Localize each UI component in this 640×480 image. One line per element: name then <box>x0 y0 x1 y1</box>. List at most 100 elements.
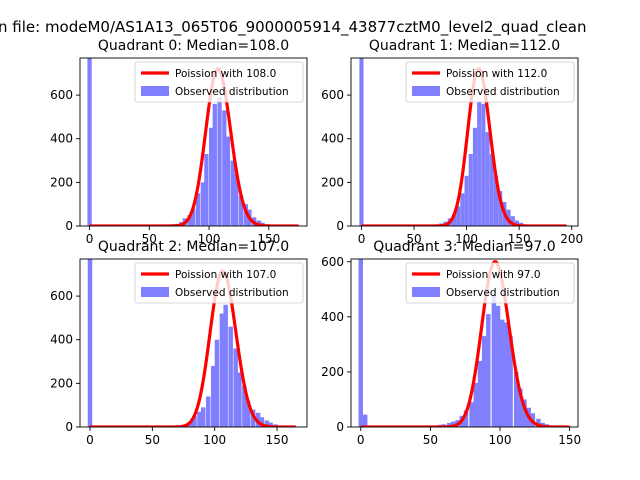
y-tick-label: 200 <box>321 175 344 189</box>
x-tick-label: 50 <box>423 433 438 447</box>
subplot-title: Quadrant 3: Median=97.0 <box>373 239 555 255</box>
histogram-bar <box>460 193 465 226</box>
subplot-title: Quadrant 0: Median=108.0 <box>98 38 289 54</box>
x-tick-label: 0 <box>357 433 365 447</box>
x-tick-label: 0 <box>86 232 94 246</box>
histogram-bar <box>498 191 503 226</box>
x-tick-label: 100 <box>455 232 478 246</box>
y-tick-label: 400 <box>321 132 344 146</box>
x-tick-label: 50 <box>145 433 160 447</box>
histogram-bar <box>477 360 483 427</box>
legend-label-observed: Observed distribution <box>175 86 289 98</box>
legend: Poission with 108.0 Observed distribution <box>134 61 304 103</box>
legend-box <box>405 262 575 304</box>
histogram-bar <box>242 385 247 427</box>
legend-label-observed: Observed distribution <box>446 86 560 98</box>
y-tick-label: 0 <box>336 219 344 233</box>
x-tick-label: 0 <box>86 433 94 447</box>
axes-frame <box>350 57 579 227</box>
legend-label-poisson: Poission with 97.0 <box>446 269 541 281</box>
legend-swatch-observed <box>412 287 440 297</box>
histogram-bar <box>472 127 478 226</box>
x-tick-label: 0 <box>358 232 366 246</box>
histogram-bar <box>228 326 233 427</box>
histogram-bar <box>209 127 214 226</box>
histogram-bar <box>200 407 206 427</box>
legend: Poission with 112.0 Observed distribution <box>405 61 575 103</box>
legend: Poission with 107.0 Observed distribution <box>134 262 304 304</box>
subplot-quadrant-2: 0 50 100 150 0 200 400 600 Quadrant 2: Median=10… <box>50 239 308 447</box>
subplot-title: Quadrant 1: Median=112.0 <box>369 38 560 54</box>
histogram-bar <box>191 208 196 226</box>
histogram-bar <box>222 110 227 226</box>
x-tick-label: 50 <box>142 232 157 246</box>
subplot-quadrant-0: 0 50 100 150 0 200 400 600 Quadrant 0: Median=10… <box>50 38 308 246</box>
histogram-bar <box>87 259 93 427</box>
legend-label-observed: Observed distribution <box>175 287 289 299</box>
histogram-bar <box>200 182 205 226</box>
y-tick-label: 400 <box>50 132 73 146</box>
histogram-bar <box>477 101 482 226</box>
histogram-bar <box>210 365 216 427</box>
x-tick-label: 150 <box>266 433 289 447</box>
histogram-bar <box>513 371 519 427</box>
x-tick-label: 150 <box>558 433 581 447</box>
y-tick-label: 200 <box>50 376 73 390</box>
y-tick-label: 200 <box>321 365 344 379</box>
subplot-title: Quadrant 2: Median=107.0 <box>98 239 289 255</box>
x-tick-label: 100 <box>198 232 221 246</box>
y-tick-label: 600 <box>50 289 73 303</box>
legend-swatch-observed <box>141 86 169 96</box>
x-tick-label: 100 <box>489 433 512 447</box>
histogram-bar <box>204 154 209 226</box>
histogram-bar <box>514 220 520 226</box>
histogram-bar <box>451 214 456 226</box>
y-tick-label: 0 <box>65 420 73 434</box>
subplot-quadrant-1: 0 50 100 150 200 0 200 400 600 Quadrant 1: Median… <box>321 38 583 246</box>
legend-box <box>405 61 575 103</box>
y-tick-label: 200 <box>50 175 73 189</box>
histogram-bar <box>359 58 364 226</box>
y-tick-label: 600 <box>50 88 73 102</box>
legend-swatch-observed <box>412 86 440 96</box>
histogram-bar <box>237 372 242 427</box>
subplot-quadrant-3: 0 50 100 150 0 200 400 600 Quadrant 3: Median=97… <box>321 239 581 447</box>
histogram-bar <box>447 422 452 427</box>
y-tick-label: 0 <box>336 420 344 434</box>
histogram-bar <box>481 336 487 427</box>
subplot-grid: 0 50 100 150 0 200 400 600 Quadrant 0: Median=10… <box>50 38 583 447</box>
histogram-bar <box>469 402 474 427</box>
legend-box <box>134 61 304 103</box>
histogram-bar <box>522 399 527 427</box>
histogram-bar <box>219 313 225 427</box>
legend-box <box>134 262 304 304</box>
plot-area <box>358 259 570 427</box>
histogram-bar <box>358 259 363 427</box>
histogram-bar <box>500 319 505 427</box>
histogram-bar <box>493 175 499 226</box>
histogram-bar <box>362 414 368 427</box>
poisson-line <box>360 260 570 427</box>
histogram-bar <box>491 294 497 427</box>
legend-label-observed: Observed distribution <box>446 287 560 299</box>
histogram-bar <box>486 314 491 427</box>
histogram-bar <box>197 411 202 427</box>
histogram-bar <box>464 175 469 226</box>
histogram-bar <box>225 136 231 226</box>
legend-label-poisson: Poission with 107.0 <box>175 269 276 281</box>
y-tick-label: 600 <box>321 255 344 269</box>
histogram-bar <box>192 416 197 427</box>
axes-frame <box>79 57 308 227</box>
histogram-bar <box>510 216 515 226</box>
histogram-bar <box>489 154 494 226</box>
histogram-bar <box>268 422 273 427</box>
histogram-bar <box>217 97 222 226</box>
histogram-bar <box>187 215 192 226</box>
plot-area <box>87 259 297 427</box>
histogram-bar <box>468 154 473 226</box>
x-tick-label: 100 <box>203 433 226 447</box>
histogram-bar <box>518 388 523 427</box>
legend-label-poisson: Poission with 108.0 <box>175 68 276 80</box>
histogram-bar <box>230 160 235 226</box>
